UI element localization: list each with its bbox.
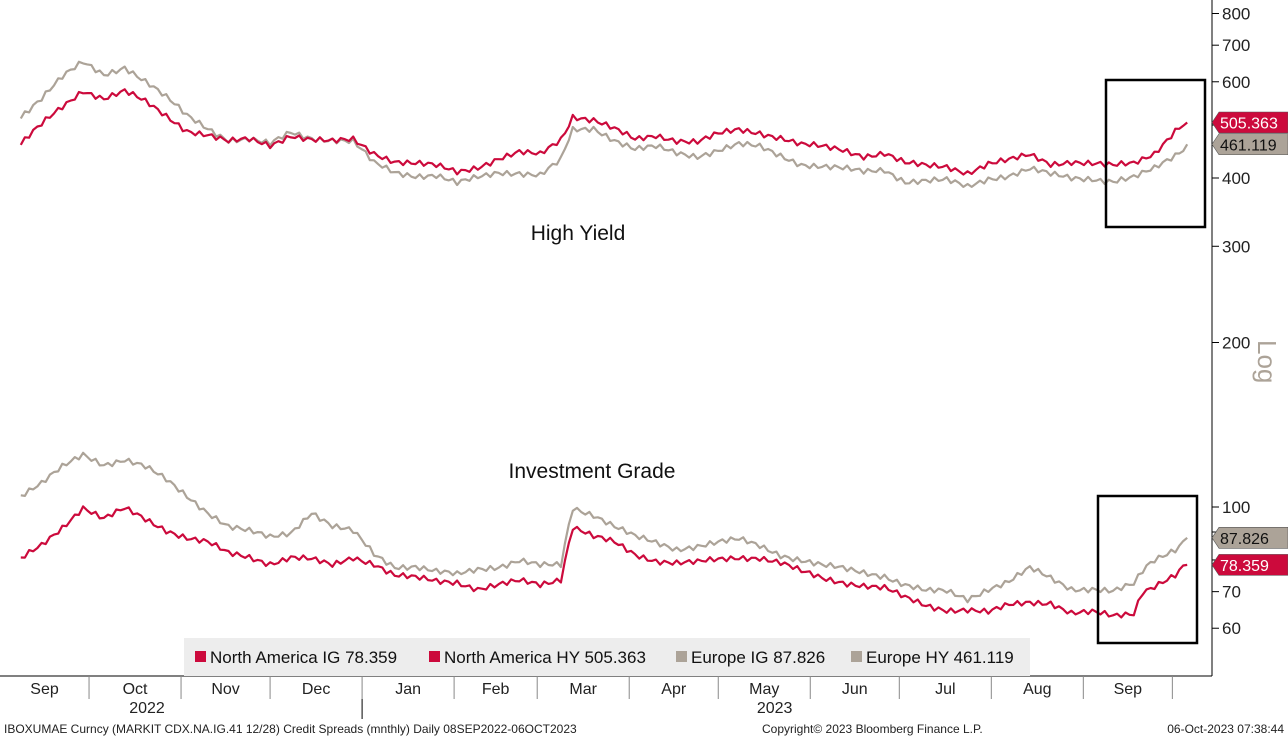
series-line-1 bbox=[19, 88, 1188, 176]
footer-center: Copyright© 2023 Bloomberg Finance L.P. bbox=[762, 722, 983, 736]
highlight-boxes bbox=[1096, 78, 1207, 645]
footer: IBOXUMAE Curncy (MARKIT CDX.NA.IG.41 12/… bbox=[4, 722, 1284, 736]
x-month-label: Jul bbox=[935, 681, 955, 698]
legend-swatch bbox=[851, 651, 862, 662]
x-month-label: Apr bbox=[661, 681, 687, 698]
x-month-label: Feb bbox=[482, 681, 510, 698]
y-tick-label: 400 bbox=[1222, 169, 1250, 188]
last-value-label: 505.363 bbox=[1220, 116, 1278, 133]
y-tick-label: 300 bbox=[1222, 237, 1250, 256]
legend-swatch bbox=[676, 651, 687, 662]
x-month-label: Sep bbox=[30, 681, 59, 698]
legend-item-label: Europe HY 461.119 bbox=[866, 648, 1014, 667]
year-label-2022: 2022 bbox=[129, 700, 165, 717]
x-axis: Sep Oct Nov Dec Jan Feb Mar Apr May Jun Jul Aug Sep 2… bbox=[0, 675, 1212, 719]
legend-swatch bbox=[429, 651, 440, 662]
annotations: High Yield Investment Grade bbox=[509, 222, 676, 483]
legend-item-label: North America IG 78.359 bbox=[210, 648, 397, 667]
annotation-investment-grade: Investment Grade bbox=[509, 460, 676, 483]
y-tick-label: 60 bbox=[1222, 619, 1241, 638]
series-line-2 bbox=[20, 451, 1188, 604]
legend-swatch bbox=[195, 651, 206, 662]
footer-left: IBOXUMAE Curncy (MARKIT CDX.NA.IG.41 12/… bbox=[4, 722, 577, 736]
x-month-label: Jan bbox=[395, 681, 421, 698]
x-month-label: Mar bbox=[569, 681, 597, 698]
legend: North America IG 78.359 North America HY … bbox=[184, 638, 1030, 676]
annotation-high-yield: High Yield bbox=[531, 222, 626, 245]
x-month-label: Nov bbox=[211, 681, 239, 698]
series-layer bbox=[19, 60, 1189, 619]
y-tick-label: 800 bbox=[1222, 5, 1250, 24]
last-value-tag bbox=[1211, 554, 1288, 576]
y-tick-label: 700 bbox=[1222, 36, 1250, 55]
y-tick-label: 200 bbox=[1222, 334, 1250, 353]
legend-item-label: Europe IG 87.826 bbox=[691, 648, 825, 667]
x-month-label: Oct bbox=[123, 681, 148, 698]
x-month-label: Sep bbox=[1114, 681, 1143, 698]
last-value-label: 461.119 bbox=[1220, 137, 1277, 154]
legend-box bbox=[184, 638, 1030, 676]
y-tick-label: 100 bbox=[1222, 498, 1250, 517]
x-month-label: Jun bbox=[842, 681, 868, 698]
y-tick-label: 70 bbox=[1222, 583, 1241, 602]
last-value-tag bbox=[1211, 527, 1288, 549]
x-month-label: May bbox=[749, 681, 779, 698]
footer-right: 06-Oct-2023 07:38:44 bbox=[1167, 722, 1284, 736]
last-value-tag bbox=[1211, 133, 1288, 156]
y-axis: 60 70 100 200 300 400 600 700 800 Log bbox=[1211, 0, 1282, 676]
log-scale-label: Log bbox=[1252, 340, 1282, 383]
x-month-label: Aug bbox=[1023, 681, 1051, 698]
legend-item-label: North America HY 505.363 bbox=[444, 648, 646, 667]
series-line-3 bbox=[19, 60, 1189, 188]
year-label-2023: 2023 bbox=[757, 700, 793, 717]
highlight-box-ig bbox=[1096, 494, 1199, 645]
x-month-label: Dec bbox=[302, 681, 330, 698]
last-value-tag bbox=[1211, 111, 1288, 134]
series-line-0 bbox=[20, 505, 1188, 619]
last-value-label: 78.359 bbox=[1220, 558, 1269, 575]
last-value-tags: 505.363 461.119 87.826 78.359 bbox=[1211, 111, 1288, 576]
last-value-label: 87.826 bbox=[1220, 531, 1269, 548]
highlight-box-hy bbox=[1104, 78, 1207, 229]
y-tick-label: 600 bbox=[1222, 73, 1250, 92]
